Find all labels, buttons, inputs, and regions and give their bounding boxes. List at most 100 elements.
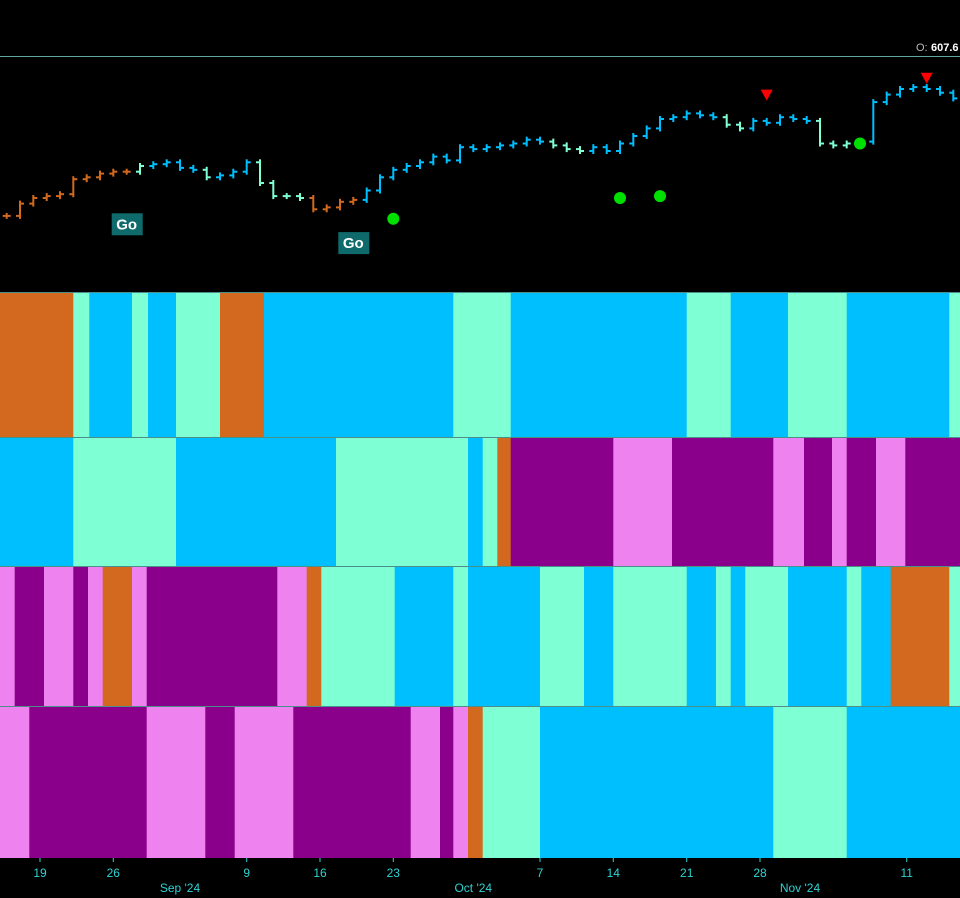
x-tick-label: 11 bbox=[900, 866, 913, 880]
band-segment bbox=[482, 707, 541, 858]
band-segment bbox=[672, 438, 774, 566]
price-bar bbox=[176, 159, 184, 171]
x-tick-label: 19 bbox=[33, 866, 47, 880]
band-segment bbox=[0, 438, 74, 566]
x-tick-label: 7 bbox=[537, 866, 544, 880]
price-bar bbox=[762, 117, 771, 126]
band-segment bbox=[905, 438, 960, 566]
band-segment bbox=[234, 707, 294, 858]
band-segment bbox=[336, 438, 469, 566]
band-segment bbox=[205, 707, 236, 858]
band-segment bbox=[0, 293, 74, 437]
price-bar bbox=[362, 187, 371, 203]
price-bar bbox=[522, 136, 531, 147]
price-bar bbox=[949, 89, 958, 102]
price-bar bbox=[616, 140, 624, 154]
price-bar bbox=[389, 166, 398, 181]
band-segment bbox=[846, 293, 950, 437]
band-segment bbox=[510, 293, 688, 437]
band-segment bbox=[832, 438, 848, 566]
price-bar bbox=[282, 193, 291, 200]
band-segment bbox=[277, 567, 308, 706]
band-segment bbox=[804, 438, 833, 566]
month-label: Oct '24 bbox=[454, 881, 492, 895]
band-segment bbox=[468, 567, 541, 706]
band-segment bbox=[468, 707, 484, 858]
band-segment bbox=[453, 293, 512, 437]
price-bar bbox=[416, 159, 424, 169]
price-bar bbox=[562, 142, 571, 153]
price-bar bbox=[376, 174, 384, 194]
price-bar bbox=[909, 84, 918, 92]
price-bar bbox=[29, 195, 38, 207]
band-segment bbox=[686, 293, 732, 437]
price-readout: O: 607.6 bbox=[916, 42, 959, 54]
band-segment bbox=[949, 567, 960, 706]
price-bar bbox=[229, 168, 238, 179]
indicator-band-1 bbox=[0, 292, 960, 437]
price-bar bbox=[869, 99, 878, 145]
price-bar bbox=[589, 144, 598, 154]
price-bar bbox=[202, 166, 211, 181]
price-bar bbox=[309, 195, 318, 213]
price-bar bbox=[16, 200, 24, 219]
price-bar bbox=[82, 174, 91, 183]
x-tick-label: 26 bbox=[107, 866, 121, 880]
price-bar bbox=[776, 114, 784, 126]
price-bar bbox=[136, 163, 144, 175]
price-bar bbox=[602, 144, 611, 154]
band-segment bbox=[773, 707, 848, 858]
band-segment bbox=[88, 567, 104, 706]
price-readout-label: O: bbox=[916, 42, 928, 54]
price-bar bbox=[149, 161, 158, 169]
price-bar bbox=[442, 153, 451, 164]
price-bar bbox=[549, 138, 558, 149]
band-segment bbox=[132, 293, 149, 437]
band-segment bbox=[176, 293, 221, 437]
price-readout-value: 607.6 bbox=[931, 42, 959, 54]
band-segment bbox=[890, 567, 950, 706]
price-bar bbox=[722, 114, 731, 128]
x-tick-label: 9 bbox=[243, 866, 250, 880]
band-segment bbox=[44, 567, 74, 706]
go-label-box bbox=[338, 232, 370, 255]
price-bar bbox=[576, 146, 584, 154]
price-bar bbox=[109, 168, 118, 177]
band-segment bbox=[14, 567, 45, 706]
price-bar bbox=[269, 180, 278, 200]
price-bar bbox=[749, 117, 758, 132]
price-bar bbox=[682, 110, 691, 121]
band-segment bbox=[306, 567, 322, 706]
band-segment bbox=[730, 293, 789, 437]
band-segment bbox=[321, 567, 396, 706]
band-segment bbox=[788, 567, 848, 706]
band-segment bbox=[584, 567, 614, 706]
countertrend-triangle bbox=[760, 89, 773, 101]
price-bar bbox=[829, 140, 838, 149]
signal-markers: Go Go bbox=[111, 72, 933, 255]
band-segment bbox=[453, 707, 469, 858]
price-bar bbox=[322, 204, 331, 213]
price-bar bbox=[162, 159, 171, 168]
go-signal-dot bbox=[614, 192, 626, 204]
band-segment bbox=[773, 438, 805, 566]
month-label: Nov '24 bbox=[780, 881, 821, 895]
price-bar bbox=[696, 110, 704, 119]
x-tick-label: 21 bbox=[680, 866, 694, 880]
band-segment bbox=[745, 567, 789, 706]
price-bar bbox=[216, 172, 224, 181]
band-segment bbox=[264, 293, 454, 437]
price-bar bbox=[469, 144, 478, 153]
band-segment bbox=[132, 567, 148, 706]
band-segment bbox=[73, 567, 89, 706]
band-segment bbox=[613, 438, 673, 566]
price-bar bbox=[42, 193, 51, 201]
price-bar bbox=[629, 133, 638, 147]
price-bar bbox=[456, 144, 464, 164]
price-bar bbox=[429, 153, 438, 166]
go-signal-dot bbox=[654, 190, 666, 203]
band-segment bbox=[176, 438, 337, 566]
price-bar bbox=[256, 159, 264, 186]
price-bar bbox=[402, 163, 411, 173]
